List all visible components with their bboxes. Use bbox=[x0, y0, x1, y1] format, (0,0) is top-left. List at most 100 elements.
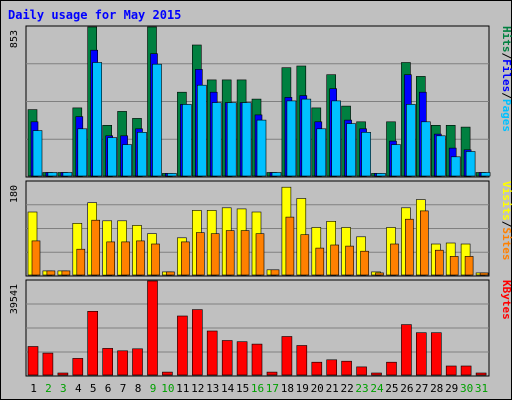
bar-pages-28 bbox=[435, 135, 446, 177]
series-kbytes bbox=[27, 280, 487, 376]
bar-kbytes-7 bbox=[117, 350, 128, 376]
bar-sites-30 bbox=[464, 256, 474, 276]
x-tick-label: 10 bbox=[161, 382, 174, 395]
bar-pages-18 bbox=[286, 100, 297, 177]
bar-pages-31 bbox=[480, 172, 491, 177]
bar-pages-16 bbox=[256, 119, 267, 177]
legend-entry: Files bbox=[500, 59, 512, 92]
x-tick-label: 6 bbox=[105, 382, 112, 395]
bar-sites-25 bbox=[390, 243, 399, 276]
legend-kbytes: KBytes bbox=[500, 280, 512, 320]
bar-kbytes-2 bbox=[42, 352, 54, 376]
x-tick-label: 8 bbox=[135, 382, 142, 395]
x-tick-label: 22 bbox=[340, 382, 353, 395]
bar-pages-17 bbox=[271, 172, 282, 177]
bar-pages-20 bbox=[316, 128, 327, 177]
legend-entry: KBytes bbox=[500, 280, 512, 320]
ymax-label-kbytes: 39541 bbox=[9, 284, 20, 314]
bar-pages-29 bbox=[450, 156, 461, 177]
bar-sites-22 bbox=[345, 245, 354, 276]
bar-pages-21 bbox=[331, 100, 342, 177]
bar-sites-24 bbox=[375, 272, 384, 276]
ymax-label-hits: 853 bbox=[9, 30, 20, 48]
bar-kbytes-5 bbox=[87, 310, 98, 376]
x-tick-label: 20 bbox=[311, 382, 324, 395]
bar-pages-2 bbox=[47, 172, 58, 177]
bar-kbytes-26 bbox=[401, 324, 412, 376]
bar-kbytes-4 bbox=[72, 358, 84, 376]
bar-pages-19 bbox=[301, 98, 312, 177]
bar-sites-27 bbox=[419, 210, 429, 276]
bar-sites-18 bbox=[285, 216, 295, 276]
bar-kbytes-16 bbox=[251, 343, 263, 376]
panel-visits: 180 Visits/Sites bbox=[9, 180, 512, 277]
x-tick-label: 1 bbox=[30, 382, 37, 395]
x-tick-label: 5 bbox=[90, 382, 97, 395]
bar-kbytes-18 bbox=[281, 336, 293, 376]
bar-kbytes-25 bbox=[386, 361, 397, 376]
x-tick-label: 26 bbox=[400, 382, 413, 395]
bar-pages-13 bbox=[211, 102, 222, 177]
bar-kbytes-10 bbox=[162, 371, 173, 376]
bar-kbytes-22 bbox=[341, 360, 352, 376]
bar-sites-15 bbox=[240, 230, 250, 276]
bar-kbytes-27 bbox=[415, 332, 427, 376]
panel-hits: 853 Hits/Files/Pages bbox=[9, 25, 512, 178]
bar-sites-23 bbox=[360, 250, 369, 276]
x-tick-label: 13 bbox=[206, 382, 219, 395]
bar-sites-21 bbox=[330, 244, 340, 276]
chart-title: Daily usage for May 2015 bbox=[8, 8, 181, 22]
legend-entry: Visits bbox=[500, 181, 512, 221]
x-tick-label: 12 bbox=[191, 382, 204, 395]
x-tick-label: 9 bbox=[150, 382, 157, 395]
legend-entry: / bbox=[500, 53, 512, 60]
bar-pages-30 bbox=[465, 151, 476, 177]
legend-visits: Visits/Sites bbox=[500, 181, 512, 261]
bar-pages-27 bbox=[420, 121, 431, 177]
bar-kbytes-30 bbox=[460, 365, 472, 376]
x-tick-label: 24 bbox=[370, 382, 384, 395]
bar-kbytes-19 bbox=[296, 345, 308, 376]
bar-sites-20 bbox=[315, 247, 325, 276]
bar-sites-10 bbox=[166, 271, 175, 276]
bar-sites-26 bbox=[405, 218, 414, 276]
bar-pages-10 bbox=[167, 173, 177, 177]
x-tick-label: 17 bbox=[266, 382, 279, 395]
bar-sites-29 bbox=[449, 256, 459, 276]
series-sites bbox=[31, 210, 489, 276]
x-tick-label: 18 bbox=[281, 382, 294, 395]
x-tick-label: 2 bbox=[45, 382, 52, 395]
bar-sites-31 bbox=[479, 272, 489, 276]
bar-sites-19 bbox=[300, 234, 310, 276]
bar-pages-12 bbox=[197, 84, 207, 177]
legend-entry: / bbox=[500, 221, 512, 228]
x-tick-label: 19 bbox=[296, 382, 309, 395]
series-pages bbox=[32, 62, 491, 177]
bar-kbytes-13 bbox=[206, 330, 218, 376]
ymax-label-visits: 180 bbox=[9, 185, 20, 203]
bar-kbytes-28 bbox=[430, 332, 442, 376]
x-tick-label: 23 bbox=[355, 382, 368, 395]
bar-pages-6 bbox=[107, 137, 117, 177]
legend-hits: Hits/Files/Pages bbox=[500, 26, 512, 132]
bar-kbytes-20 bbox=[311, 361, 323, 376]
x-tick-label: 3 bbox=[60, 382, 67, 395]
bar-kbytes-6 bbox=[102, 348, 113, 376]
legend-entry: Sites bbox=[500, 227, 512, 260]
bar-sites-14 bbox=[225, 230, 235, 276]
bar-sites-12 bbox=[196, 232, 205, 276]
bar-pages-1 bbox=[32, 130, 43, 177]
bar-pages-4 bbox=[77, 128, 88, 177]
bar-sites-7 bbox=[121, 241, 130, 276]
bar-sites-11 bbox=[181, 241, 190, 276]
bar-kbytes-29 bbox=[445, 365, 457, 376]
bar-sites-8 bbox=[136, 240, 145, 276]
bar-kbytes-12 bbox=[192, 309, 203, 376]
bar-kbytes-11 bbox=[177, 315, 188, 376]
bar-kbytes-8 bbox=[132, 348, 143, 376]
bar-pages-3 bbox=[62, 172, 73, 177]
bar-sites-1 bbox=[31, 240, 41, 276]
x-tick-label: 30 bbox=[460, 382, 473, 395]
bar-sites-9 bbox=[151, 243, 160, 276]
